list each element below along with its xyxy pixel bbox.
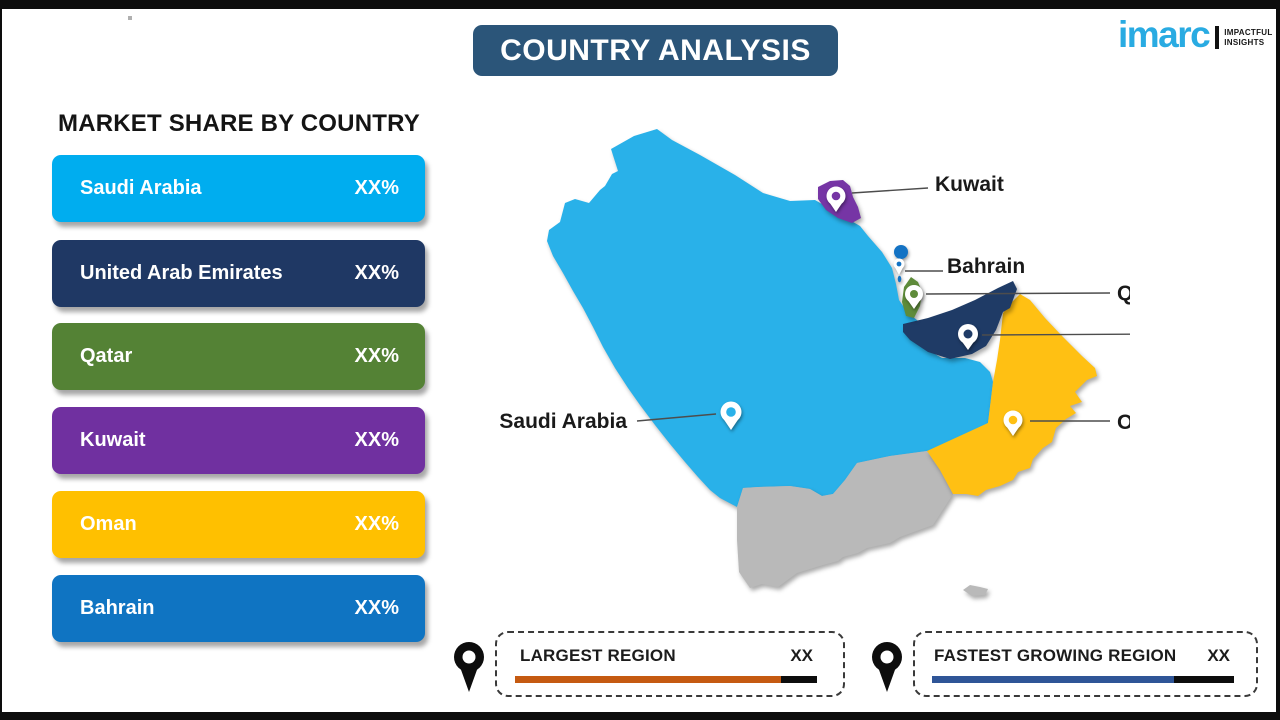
country-name: Oman xyxy=(80,513,137,535)
map-label-oman: Oman xyxy=(1117,411,1130,434)
gcc-map: Kuwait Bahrain Qatar UAE Saudi Arabia Om… xyxy=(470,100,1206,620)
country-name: United Arab Emirates xyxy=(80,262,283,284)
share-bar-oman: Oman XX% xyxy=(52,491,425,558)
page-title-text: COUNTRY ANALYSIS xyxy=(500,33,811,67)
leader-qatar xyxy=(925,292,1111,295)
region-yemen-other xyxy=(737,451,953,588)
share-bar-qatar: Qatar XX% xyxy=(52,323,425,390)
largest-region-label: LARGEST REGION xyxy=(520,646,676,665)
fastest-growing-region-value: XX xyxy=(1207,646,1230,665)
share-bar-kuwait: Kuwait XX% xyxy=(52,407,425,474)
location-pin-icon xyxy=(454,642,484,692)
imarc-logo: imarc IMPACTFUL INSIGHTS xyxy=(1118,16,1273,53)
fastest-growing-region-bar-fill xyxy=(932,676,1174,683)
logo-tagline-line1: IMPACTFUL xyxy=(1224,27,1273,37)
country-share: XX% xyxy=(354,513,399,535)
pin-uae xyxy=(958,324,978,350)
country-name: Bahrain xyxy=(80,597,155,619)
country-name: Kuwait xyxy=(80,429,146,451)
location-pin-icon xyxy=(872,642,902,692)
largest-region-bar-fill xyxy=(515,676,781,683)
market-share-heading: MARKET SHARE BY COUNTRY xyxy=(58,110,420,137)
country-share: XX% xyxy=(354,345,399,367)
region-oman xyxy=(927,294,1097,496)
logo-tagline-line2: INSIGHTS xyxy=(1224,37,1265,47)
gcc-map-svg: Kuwait Bahrain Qatar UAE Saudi Arabia Om… xyxy=(499,129,1206,596)
country-share: XX% xyxy=(354,177,399,199)
map-label-kuwait: Kuwait xyxy=(935,173,1004,196)
fastest-growing-region-label: FASTEST GROWING REGION xyxy=(934,646,1177,665)
frame-right-border xyxy=(1276,0,1280,720)
leader-saudi-arabia xyxy=(636,413,717,422)
country-name: Qatar xyxy=(80,345,133,367)
share-bar-saudi-arabia: Saudi Arabia XX% xyxy=(52,155,425,222)
frame-bottom-border xyxy=(0,712,1280,720)
country-share: XX% xyxy=(354,429,399,451)
map-label-qatar: Qatar xyxy=(1117,282,1130,305)
largest-region-bar xyxy=(515,676,817,683)
logo-divider xyxy=(1215,26,1220,49)
fastest-growing-region-bar xyxy=(932,676,1234,683)
pin-bahrain xyxy=(893,245,908,283)
share-bar-uae: United Arab Emirates XX% xyxy=(52,240,425,307)
logo-brand-text: imarc xyxy=(1118,14,1211,55)
largest-region-value: XX xyxy=(790,646,813,665)
share-bar-bahrain: Bahrain XX% xyxy=(52,575,425,642)
frame-top-border xyxy=(0,0,1280,9)
country-share: XX% xyxy=(354,597,399,619)
pin-qatar xyxy=(905,285,923,309)
region-island xyxy=(963,585,988,596)
leader-kuwait xyxy=(851,187,929,194)
logo-tagline: IMPACTFUL INSIGHTS xyxy=(1224,28,1272,47)
leader-uae xyxy=(981,333,1156,336)
pin-kuwait xyxy=(826,186,846,212)
pin-saudi-arabia xyxy=(720,401,742,430)
artifact-speck xyxy=(128,16,132,20)
country-share: XX% xyxy=(354,262,399,284)
pin-oman xyxy=(1003,410,1023,436)
map-label-bahrain: Bahrain xyxy=(947,255,1025,278)
region-uae xyxy=(903,281,1017,359)
region-saudi-arabia xyxy=(547,129,993,507)
fastest-growing-region-box: FASTEST GROWING REGION XX xyxy=(913,631,1258,697)
page-title: COUNTRY ANALYSIS xyxy=(473,25,838,76)
largest-region-box: LARGEST REGION XX xyxy=(495,631,845,697)
country-name: Saudi Arabia xyxy=(80,177,202,199)
frame-left-border xyxy=(0,0,2,720)
map-label-saudi-arabia: Saudi Arabia xyxy=(499,410,627,433)
